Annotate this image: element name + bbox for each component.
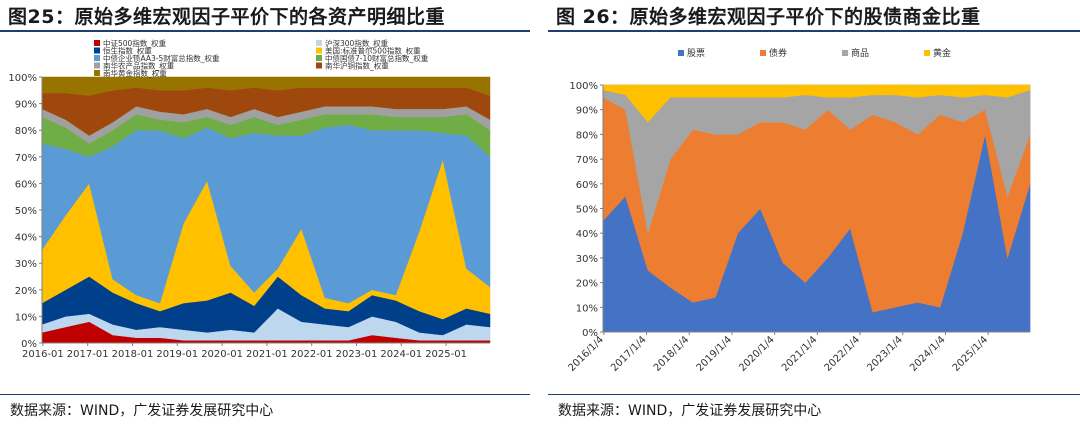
legend-swatch	[94, 55, 100, 61]
legend-label: 中债企业债AA3-5财富总指数_权重	[103, 53, 220, 63]
legend-swatch	[760, 50, 766, 56]
legend-swatch	[678, 50, 684, 56]
y-tick-label: 0%	[21, 339, 37, 350]
x-tick-label: 2017/1/4	[609, 334, 649, 374]
x-tick-label: 2016-01	[22, 349, 64, 360]
y-tick-label: 50%	[15, 206, 37, 217]
x-tick-label: 2019/1/4	[695, 334, 735, 374]
x-tick-label: 2025/1/4	[951, 334, 991, 374]
legend-label: 恒生指数_权重	[103, 46, 152, 56]
y-tick-label: 50%	[576, 205, 598, 216]
right-source-note: 数据来源：WIND，广发证券发展研究中心	[558, 403, 822, 419]
area-series-3	[602, 84, 1031, 123]
legend-swatch	[94, 40, 100, 46]
y-tick-label: 80%	[576, 130, 598, 141]
x-tick-label: 2020-01	[201, 349, 243, 360]
legend-label: 沪深300指数_权重	[325, 38, 389, 48]
legend-swatch	[316, 55, 322, 61]
legend-label: 南华黄金指数_权重	[103, 68, 167, 78]
legend-label: 黄金	[933, 47, 951, 59]
left-chart-panel: 图25：原始多维宏观因子平价下的各资产明细比重 0% 10% 20% 30% 40% 50…	[0, 0, 530, 429]
y-tick-label: 40%	[576, 229, 598, 240]
y-tick-label: 70%	[576, 155, 598, 166]
legend-swatch	[94, 62, 100, 69]
legend-label: 中债国债7-10财富总指数_权重	[325, 53, 429, 63]
legend-swatch	[316, 62, 322, 69]
y-tick-label: 30%	[576, 254, 598, 265]
right-title-rule	[548, 30, 1080, 32]
x-tick-label: 2024/1/4	[908, 334, 948, 374]
left-title-rule	[0, 30, 530, 32]
right-stacked-area-chart: 0% 10% 20% 30% 40% 50% 60% 70% 80% 90% 100% 2016/1/…	[566, 47, 1031, 374]
legend-label: 南华农产品指数_权重	[103, 61, 175, 71]
left-source-rule	[0, 394, 530, 395]
legend-swatch	[924, 50, 930, 56]
y-tick-label: 20%	[576, 279, 598, 290]
y-tick-label: 40%	[15, 233, 37, 244]
y-tick-label: 90%	[15, 100, 37, 111]
x-tick-label: 2023-01	[336, 349, 378, 360]
legend-swatch	[94, 70, 100, 76]
x-tick-label: 2023/1/4	[865, 334, 905, 374]
y-tick-label: 0%	[582, 328, 598, 339]
y-tick-label: 70%	[15, 153, 37, 164]
x-tick-label: 2018/1/4	[652, 334, 692, 374]
x-tick-label: 2021/1/4	[780, 334, 820, 374]
right-chart-panel: 图 26：原始多维宏观因子平价下的股债商金比重 0% 10% 20% 30% 40% 50…	[548, 0, 1080, 429]
y-tick-label: 60%	[15, 179, 37, 190]
legend-label: 股票	[687, 48, 705, 59]
x-tick-label: 2022/1/4	[823, 334, 863, 374]
legend-swatch	[316, 47, 322, 54]
x-tick-label: 2021-01	[246, 349, 288, 360]
y-tick-label: 30%	[15, 259, 37, 270]
legend-label: 南华沪铜指数_权重	[325, 61, 389, 71]
y-tick-label: 100%	[8, 73, 37, 84]
area-series-8	[41, 76, 491, 96]
x-tick-label: 2017-01	[67, 349, 109, 360]
left-source-note: 数据来源：WIND，广发证券发展研究中心	[10, 403, 274, 419]
legend-swatch	[316, 40, 322, 46]
legend-label: 债券	[769, 47, 787, 59]
legend-label: 商品	[851, 47, 869, 59]
legend-swatch	[94, 47, 100, 54]
y-tick-label: 20%	[15, 286, 37, 297]
legend-label: 美国:标准普尔500指数_权重	[325, 46, 421, 56]
x-tick-label: 2024-01	[380, 349, 422, 360]
y-tick-label: 10%	[576, 303, 598, 314]
legend-label: 中证500指数_权重	[103, 38, 167, 48]
y-tick-label: 10%	[15, 312, 37, 323]
y-tick-label: 80%	[15, 126, 37, 137]
x-tick-label: 2020/1/4	[737, 334, 777, 374]
y-tick-label: 60%	[576, 180, 598, 191]
y-tick-label: 100%	[569, 81, 598, 92]
x-tick-label: 2016/1/4	[566, 334, 606, 374]
y-tick-label: 90%	[576, 106, 598, 117]
left-stacked-area-chart: 0% 10% 20% 30% 40% 50% 60% 70% 80% 90% 100% 2016-01…	[8, 38, 491, 360]
left-chart-title: 图25：原始多维宏观因子平价下的各资产明细比重	[8, 6, 445, 28]
right-source-rule	[548, 394, 1080, 395]
x-tick-label: 2025-01	[425, 349, 467, 360]
x-tick-label: 2022-01	[291, 349, 333, 360]
right-chart-title: 图 26：原始多维宏观因子平价下的股债商金比重	[556, 6, 981, 28]
x-tick-label: 2018-01	[112, 349, 154, 360]
x-tick-label: 2019-01	[156, 349, 198, 360]
legend-swatch	[842, 50, 848, 56]
